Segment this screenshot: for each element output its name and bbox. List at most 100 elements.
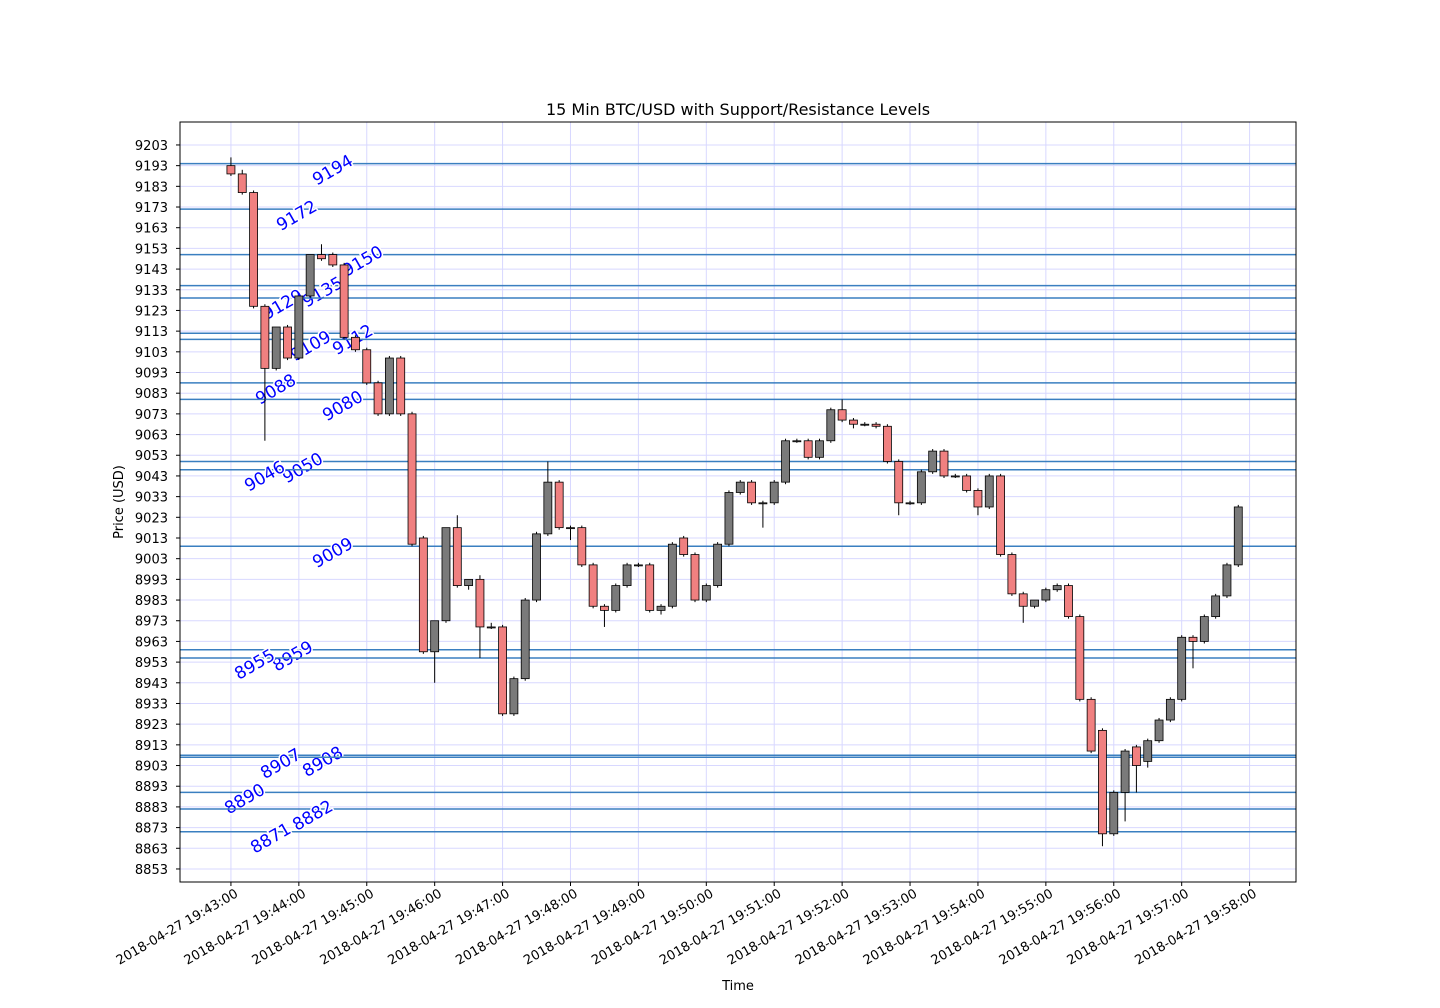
candle-body <box>826 409 836 442</box>
candle-body <box>566 527 575 530</box>
y-axis-label: Price (USD) <box>112 465 127 539</box>
candle-body <box>396 357 406 415</box>
candle-body <box>905 502 915 505</box>
candle-body <box>543 481 553 535</box>
candle-body <box>237 173 247 193</box>
x-tick-label: 2018-04-27 19:52:00 <box>725 886 852 968</box>
y-tick-label: 8903 <box>135 760 168 775</box>
candle-body <box>328 254 338 266</box>
y-tick-label: 9133 <box>135 284 168 299</box>
candle-body <box>962 475 972 491</box>
candle-body <box>486 626 496 629</box>
candle-body <box>1109 792 1119 835</box>
candle-body <box>950 475 960 478</box>
x-tick-label: 2018-04-27 19:56:00 <box>997 886 1124 968</box>
candle-body <box>1222 564 1232 597</box>
y-tick-label: 8913 <box>135 739 168 754</box>
x-tick-label: 2018-04-27 19:44:00 <box>182 886 309 968</box>
y-tick-label: 9013 <box>135 532 168 547</box>
candle-body <box>532 533 541 601</box>
candle-body <box>1132 746 1141 766</box>
y-tick-label: 8983 <box>135 594 168 609</box>
candle-body <box>724 492 734 545</box>
level-label: 9172 <box>273 197 320 236</box>
candle-body <box>792 440 802 443</box>
y-tick-label: 8943 <box>135 677 168 692</box>
x-tick-label: 2018-04-27 19:49:00 <box>521 886 648 968</box>
candle-body <box>1233 506 1243 566</box>
y-tick-label: 9203 <box>135 139 168 154</box>
y-tick-label: 8953 <box>135 656 168 671</box>
candle-body <box>1098 729 1107 835</box>
candle-body <box>520 599 530 680</box>
y-tick-label: 8963 <box>135 635 168 650</box>
candle-body <box>271 326 281 369</box>
y-tick-label: 8973 <box>135 615 168 630</box>
candle-body <box>1199 616 1209 642</box>
x-tick-label: 2018-04-27 19:51:00 <box>657 886 784 968</box>
y-tick-label: 9153 <box>135 242 168 257</box>
y-tick-label: 9143 <box>135 263 168 278</box>
plot-frame <box>179 121 1297 883</box>
y-tick-label: 8883 <box>135 801 168 816</box>
candle-body <box>1143 740 1153 762</box>
candle-body <box>849 419 858 425</box>
candle-body <box>815 440 824 458</box>
candle-body <box>452 527 462 586</box>
y-tick-label: 9163 <box>135 222 168 237</box>
candle-body <box>475 578 485 628</box>
level-label: 9009 <box>309 534 356 573</box>
x-tick-label: 2018-04-27 19:46:00 <box>318 886 445 968</box>
candle-body <box>1120 750 1130 793</box>
candle-body <box>1075 616 1085 700</box>
candle-body <box>611 585 621 611</box>
candle-body <box>1030 599 1039 607</box>
y-tick-label: 9093 <box>135 367 168 382</box>
candle-body <box>339 264 349 338</box>
candle-body <box>656 605 666 611</box>
y-tick-label: 9033 <box>135 491 168 506</box>
candle-body <box>769 481 779 504</box>
x-tick-label: 2018-04-27 19:47:00 <box>385 886 512 968</box>
candle-body <box>984 475 994 508</box>
y-tick-label: 8893 <box>135 780 168 795</box>
x-tick-label: 2018-04-27 19:45:00 <box>250 886 377 968</box>
candle-body <box>430 620 440 653</box>
candle-body <box>1052 585 1062 591</box>
level-label: 8908 <box>299 743 346 782</box>
candle-body <box>226 165 236 175</box>
x-tick-label: 2018-04-27 19:58:00 <box>1133 886 1260 968</box>
y-tick-label: 9193 <box>135 160 168 175</box>
candle-body <box>667 543 677 607</box>
y-tick-label: 9053 <box>135 449 168 464</box>
candle-body <box>1007 554 1017 595</box>
level-label: 8955 <box>231 645 278 684</box>
y-tick-label: 8853 <box>135 863 168 878</box>
candle-body <box>498 626 507 715</box>
candle-body <box>939 450 949 477</box>
y-tick-label: 8993 <box>135 573 168 588</box>
y-tick-label: 9043 <box>135 470 168 485</box>
x-tick-label: 2018-04-27 19:48:00 <box>453 886 580 968</box>
y-tick-label: 9173 <box>135 201 168 216</box>
x-tick-label: 2018-04-27 19:43:00 <box>114 886 241 968</box>
candle-body <box>1188 636 1198 642</box>
candle-body <box>441 527 451 622</box>
candle-body <box>1086 698 1096 752</box>
level-label: 8907 <box>257 745 304 784</box>
y-tick-label: 9073 <box>135 408 168 423</box>
level-label: 9088 <box>252 370 299 409</box>
candle-body <box>894 461 904 504</box>
y-tick-label: 9103 <box>135 346 168 361</box>
y-tick-label: 9063 <box>135 429 168 444</box>
candle-body <box>509 678 519 715</box>
candle-body <box>588 564 598 607</box>
y-tick-label: 9123 <box>135 304 168 319</box>
candle-body <box>577 527 587 566</box>
candle-body <box>305 254 315 297</box>
candle-body <box>803 440 813 458</box>
x-tick-label: 2018-04-27 19:54:00 <box>861 886 988 968</box>
x-axis-label: Time <box>721 979 754 994</box>
candle-body <box>249 192 258 307</box>
